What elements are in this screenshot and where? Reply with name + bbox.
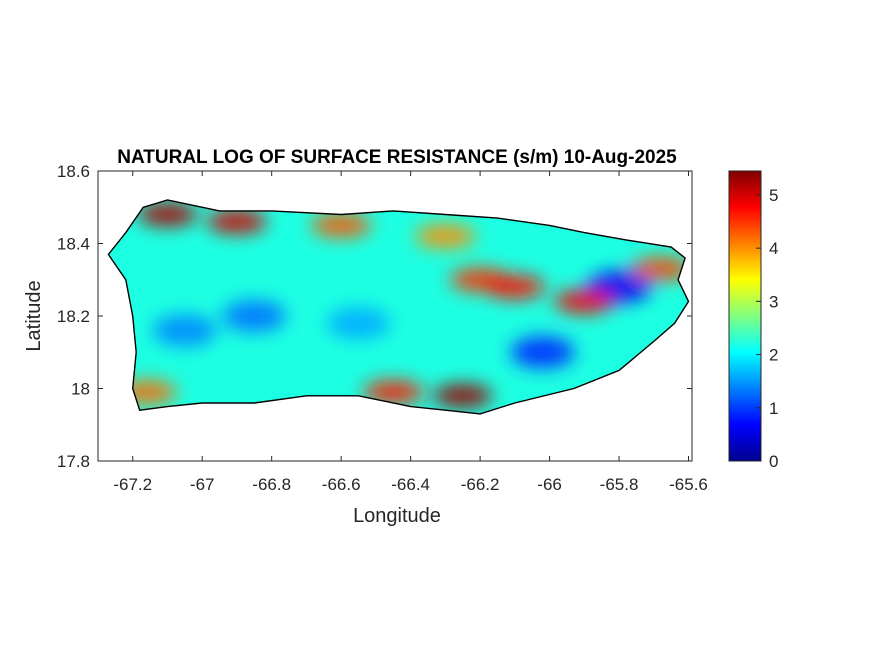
low-resistance-region bbox=[152, 314, 217, 347]
low-resistance-region bbox=[222, 300, 287, 332]
high-resistance-region bbox=[554, 289, 615, 314]
colorbar: 0 1 2 3 4 5 bbox=[728, 170, 778, 471]
colorbar-tick-label: 4 bbox=[769, 239, 778, 258]
x-tick-label: -67.2 bbox=[113, 475, 152, 494]
axes: -67.2 -67 -66.8 -66.6 -66.4 -66.2 -66 -65.8 -65.… bbox=[57, 162, 708, 494]
colorbar-tick-label: 1 bbox=[769, 399, 778, 418]
y-tick-label: 18.4 bbox=[57, 235, 90, 254]
x-tick-label: -65.8 bbox=[600, 475, 639, 494]
high-resistance-region bbox=[363, 380, 424, 405]
low-resistance-region bbox=[510, 336, 575, 369]
y-tick-label: 17.8 bbox=[57, 452, 90, 471]
high-resistance-region bbox=[415, 224, 476, 249]
colorbar-tick-label: 5 bbox=[769, 186, 778, 205]
x-tick-label: -67 bbox=[190, 475, 215, 494]
colorbar-tick-label: 0 bbox=[769, 452, 778, 471]
x-tick-label: -66.4 bbox=[391, 475, 430, 494]
high-resistance-region bbox=[206, 209, 267, 234]
island-outline bbox=[107, 199, 690, 415]
high-resistance-region bbox=[116, 380, 177, 405]
x-tick-label: -66.2 bbox=[461, 475, 500, 494]
low-resistance-region bbox=[326, 307, 391, 340]
x-tick-label: -65.6 bbox=[669, 475, 708, 494]
colorbar-tick-label: 3 bbox=[769, 292, 778, 311]
high-resistance-region bbox=[432, 383, 493, 408]
x-tick-label: -66.6 bbox=[322, 475, 361, 494]
map-area bbox=[107, 199, 690, 415]
y-tick-label: 18 bbox=[71, 380, 90, 399]
high-resistance-region bbox=[484, 275, 545, 299]
y-tick-label: 18.6 bbox=[57, 162, 90, 181]
high-resistance-region bbox=[630, 256, 689, 281]
colorbar-tick-label: 2 bbox=[769, 346, 778, 365]
high-resistance-region bbox=[311, 213, 372, 238]
figure-title: NATURAL LOG OF SURFACE RESISTANCE (s/m) … bbox=[117, 147, 677, 168]
y-axis-label: Latitude bbox=[23, 280, 45, 351]
x-tick-label: -66.8 bbox=[252, 475, 291, 494]
high-resistance-region bbox=[137, 202, 198, 227]
x-tick-label: -66 bbox=[537, 475, 562, 494]
y-tick-label: 18.2 bbox=[57, 307, 90, 326]
x-axis-label: Longitude bbox=[353, 505, 441, 527]
colorbar-gradient bbox=[728, 170, 762, 462]
